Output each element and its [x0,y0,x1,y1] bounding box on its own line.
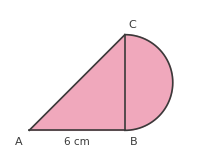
Text: A: A [15,137,23,147]
Text: B: B [130,137,137,147]
Text: C: C [128,20,136,30]
Polygon shape [29,35,173,130]
Text: 6 cm: 6 cm [64,137,90,147]
